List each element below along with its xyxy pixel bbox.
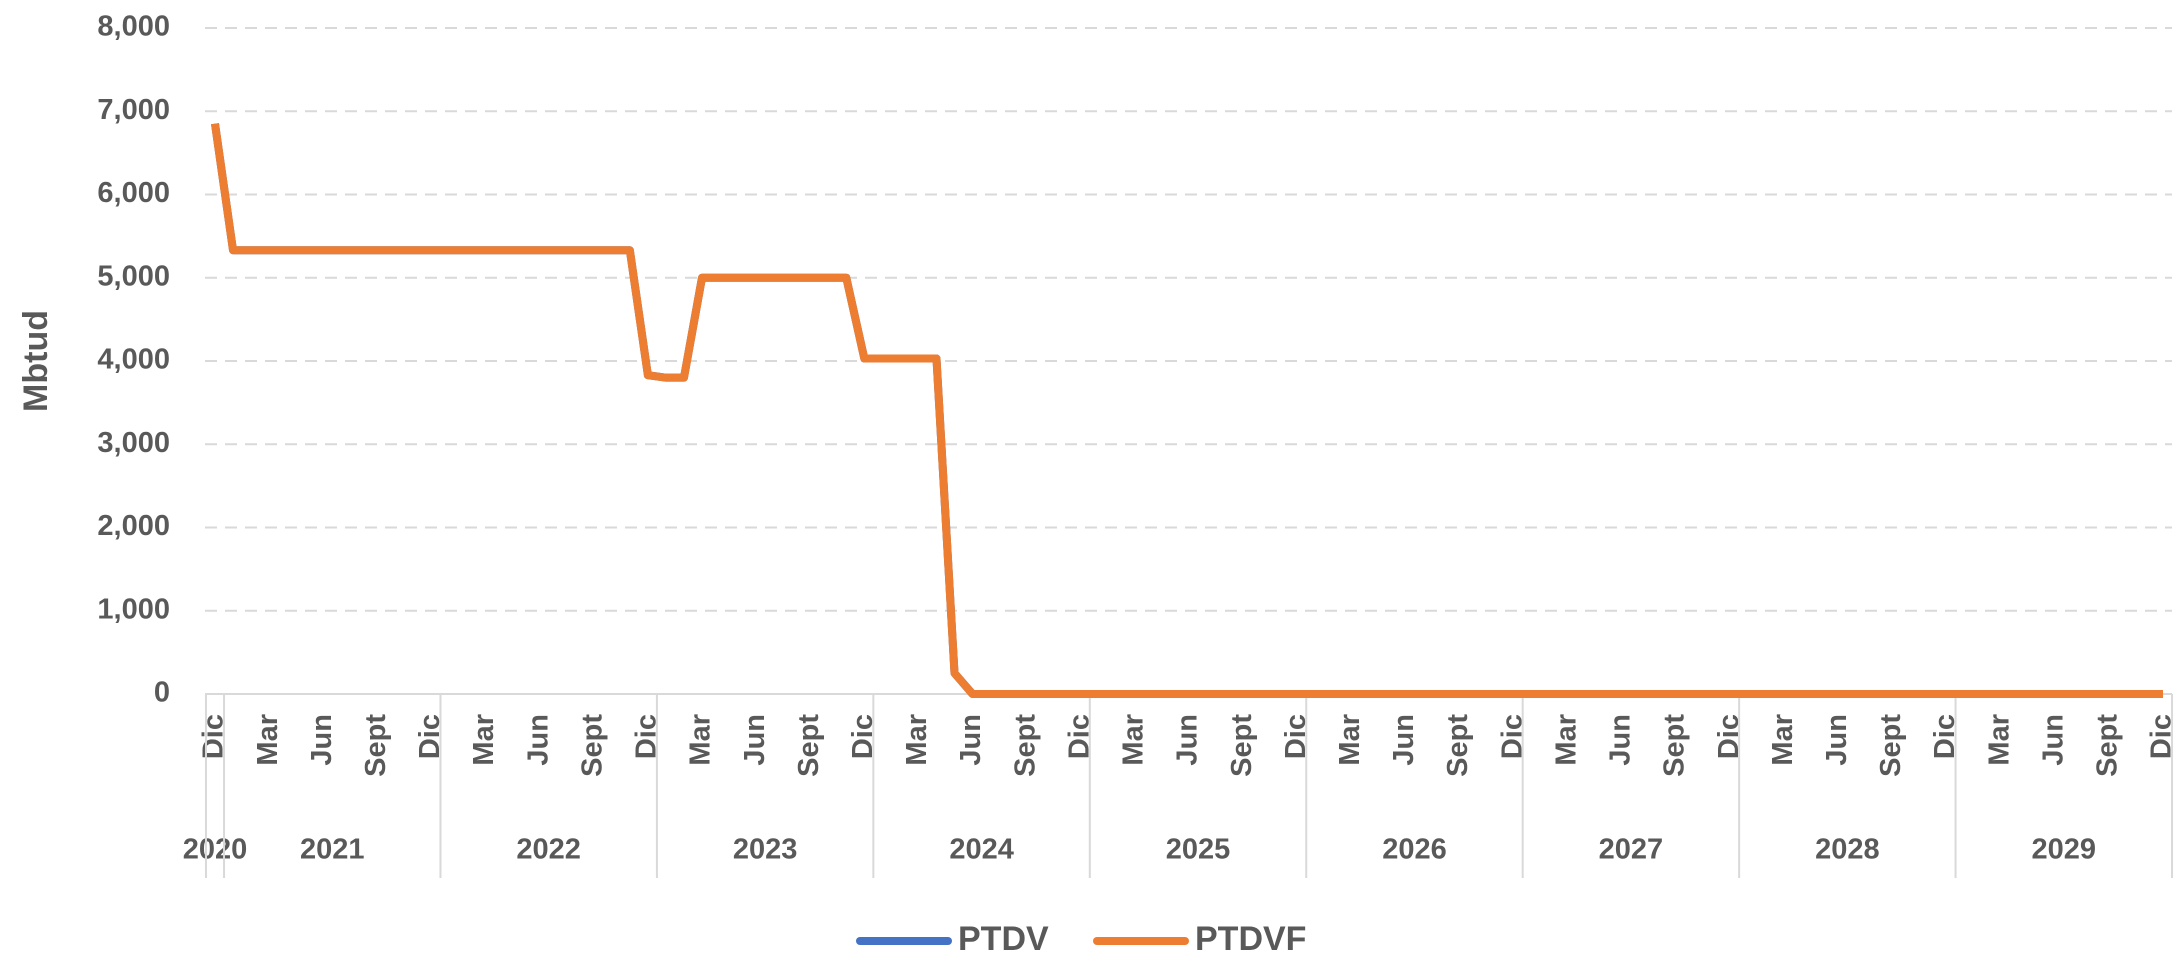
line-series — [211, 123, 2163, 698]
x-tick-label: Jun — [1821, 714, 1853, 766]
x-tick-label: Sept — [2092, 714, 2124, 777]
y-tick-label: 4,000 — [97, 344, 170, 376]
legend-label: PTDV — [958, 920, 1049, 958]
x-tick-label: Jun — [306, 714, 338, 766]
x-tick-label: Sept — [1009, 714, 1041, 777]
x-tick-label: Mar — [468, 714, 500, 766]
x-tick-label: Jun — [1605, 714, 1637, 766]
x-tick-label: Mar — [685, 714, 717, 766]
year-label: 2023 — [733, 834, 798, 866]
x-tick-label: Jun — [955, 714, 987, 766]
x-tick-label: Sept — [576, 714, 608, 777]
x-tick-label: Jun — [2037, 714, 2069, 766]
y-tick-label: 1,000 — [97, 593, 170, 625]
y-tick-label: 0 — [154, 677, 170, 709]
y-axis-label: Mbtud — [17, 310, 55, 412]
x-tick-label: Jun — [1172, 714, 1204, 766]
x-tick-label: Sept — [793, 714, 825, 777]
year-label: 2027 — [1599, 834, 1664, 866]
y-tick-label: 2,000 — [97, 510, 170, 542]
x-tick-label: Jun — [739, 714, 771, 766]
x-tick-label: Sept — [360, 714, 392, 777]
x-tick-label: Mar — [1550, 714, 1582, 766]
year-label: 2021 — [300, 834, 365, 866]
year-label: 2028 — [1815, 834, 1880, 866]
y-tick-label: 8,000 — [97, 11, 170, 43]
x-tick-label: Mar — [1767, 714, 1799, 766]
line-series — [211, 123, 2163, 698]
year-label: 2029 — [2032, 834, 2097, 866]
x-tick-label: Jun — [522, 714, 554, 766]
legend-label: PTDVF — [1195, 920, 1306, 958]
x-tick-label: Jun — [1388, 714, 1420, 766]
y-tick-label: 3,000 — [97, 427, 170, 459]
y-tick-label: 6,000 — [97, 177, 170, 209]
x-tick-label: Sept — [1442, 714, 1474, 777]
x-tick-label: Mar — [252, 714, 284, 766]
y-tick-label: 5,000 — [97, 260, 170, 292]
x-tick-label: Mar — [1334, 714, 1366, 766]
x-tick-label: Sept — [1226, 714, 1258, 777]
y-tick-label: 7,000 — [97, 94, 170, 126]
x-tick-label: Mar — [901, 714, 933, 766]
year-label: 2026 — [1382, 834, 1447, 866]
year-label: 2022 — [516, 834, 581, 866]
x-tick-label: Sept — [1875, 714, 1907, 777]
x-tick-label: Mar — [1118, 714, 1150, 766]
year-label: 2020 — [183, 834, 248, 866]
year-label: 2024 — [949, 834, 1014, 866]
x-tick-label: Sept — [1659, 714, 1691, 777]
year-label: 2025 — [1166, 834, 1231, 866]
x-tick-label: Mar — [1983, 714, 2015, 766]
